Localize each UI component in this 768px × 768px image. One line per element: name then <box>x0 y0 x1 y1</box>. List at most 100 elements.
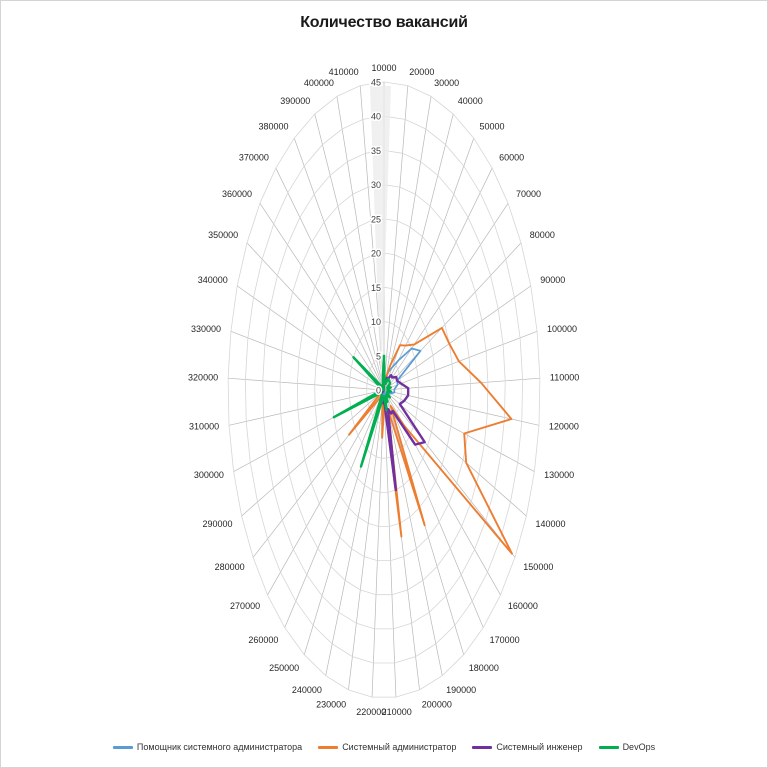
radial-tick-label: 45 <box>371 78 381 88</box>
category-label: 30000 <box>434 78 459 88</box>
category-label: 310000 <box>189 422 219 432</box>
legend-swatch-2 <box>318 745 339 749</box>
grid-spoke <box>383 167 493 391</box>
grid-spoke <box>383 113 454 391</box>
radial-tick-label: 15 <box>371 283 381 293</box>
category-label: 120000 <box>549 422 579 432</box>
axis-shading <box>370 86 391 390</box>
legend-label-3: Системный инженер <box>496 742 583 752</box>
category-label: 260000 <box>248 635 278 645</box>
grid-spoke <box>241 389 385 517</box>
category-label: 370000 <box>239 152 269 162</box>
radial-tick-label: 0 <box>376 386 381 396</box>
grid-ring <box>227 81 541 698</box>
category-label: 340000 <box>198 275 228 285</box>
category-label: 70000 <box>516 189 541 199</box>
legend-item-2[interactable]: Системный администратор <box>318 742 456 752</box>
category-label: 390000 <box>280 96 310 106</box>
category-label: 220000 <box>356 707 386 717</box>
legend-item-4[interactable]: DevOps <box>598 742 656 752</box>
grid-spoke <box>383 331 538 391</box>
grid-spoke <box>275 167 385 391</box>
grid-spoke <box>348 389 385 690</box>
category-label: 100000 <box>547 324 577 334</box>
radial-tick-label: 5 <box>376 351 381 361</box>
category-label: 410000 <box>329 67 359 77</box>
grid-spoke <box>383 85 409 391</box>
radial-tick-label: 25 <box>371 214 381 224</box>
category-label: 40000 <box>458 96 483 106</box>
grid-spoke <box>293 137 385 391</box>
legend-swatch-1 <box>112 745 133 749</box>
category-label: 160000 <box>508 601 538 611</box>
category-label: 210000 <box>382 707 412 717</box>
grid-spoke <box>383 389 535 472</box>
grid-ring <box>296 218 472 561</box>
category-label: 180000 <box>469 663 499 673</box>
grid-spoke <box>314 113 385 391</box>
category-label: 130000 <box>544 470 574 480</box>
legend-swatch-4 <box>598 745 619 749</box>
category-label: 250000 <box>269 663 299 673</box>
series-line-4[interactable] <box>332 354 393 468</box>
grid-spoke <box>383 203 509 391</box>
radial-tick-label: 40 <box>371 112 381 122</box>
grid-spoke <box>383 285 532 391</box>
grid-ring <box>262 149 506 630</box>
grid-ring <box>331 286 437 493</box>
grid-spoke <box>228 377 385 391</box>
grid-spoke <box>230 331 385 391</box>
category-label: 50000 <box>480 121 505 131</box>
grid-spoke <box>383 377 540 391</box>
category-label: 360000 <box>222 189 252 199</box>
grid-ring <box>314 252 454 527</box>
category-label: 10000 <box>371 63 396 73</box>
legend-item-3[interactable]: Системный инженер <box>472 742 583 752</box>
chart-legend: Помощник системного администратора Систем… <box>0 742 768 752</box>
grid-spoke <box>228 389 385 426</box>
grid-spoke <box>325 389 385 676</box>
category-label: 110000 <box>550 373 579 383</box>
category-label: 350000 <box>208 230 238 240</box>
category-label: 90000 <box>540 275 565 285</box>
grid-spoke <box>267 389 385 596</box>
grid-spoke <box>371 389 385 698</box>
grid-spoke <box>383 389 397 698</box>
grid-spoke <box>383 389 527 517</box>
grid-spoke <box>383 389 443 676</box>
grid-ring <box>348 321 420 459</box>
grid-spoke <box>383 96 432 391</box>
category-label: 330000 <box>191 324 221 334</box>
grid-spoke <box>284 389 385 628</box>
category-label: 300000 <box>194 470 224 480</box>
category-label: 290000 <box>202 519 232 529</box>
category-label: 60000 <box>499 152 524 162</box>
category-label: 150000 <box>523 562 553 572</box>
grid-spoke <box>383 389 484 628</box>
category-label: 20000 <box>409 67 434 77</box>
category-label: 400000 <box>304 78 334 88</box>
category-label: 170000 <box>490 635 520 645</box>
grid-ring <box>279 184 489 596</box>
legend-swatch-3 <box>472 745 493 749</box>
category-label: 280000 <box>215 562 245 572</box>
grid-spoke <box>383 389 540 426</box>
category-label: 380000 <box>258 121 288 131</box>
radial-tick-label: 20 <box>371 249 381 259</box>
category-label: 230000 <box>316 700 346 710</box>
radial-tick-label: 30 <box>371 180 381 190</box>
grid-spoke <box>383 389 516 558</box>
grid-spoke <box>336 96 385 391</box>
radial-tick-label: 10 <box>371 317 381 327</box>
radial-tick-label: 35 <box>371 146 381 156</box>
category-label: 80000 <box>530 230 555 240</box>
category-label: 200000 <box>422 700 452 710</box>
grid-spoke <box>383 242 522 391</box>
legend-label-4: DevOps <box>622 742 656 752</box>
legend-label-2: Системный администратор <box>342 742 457 752</box>
legend-item-1[interactable]: Помощник системного администратора <box>112 742 302 752</box>
grid-spoke <box>236 285 385 391</box>
category-label: 140000 <box>536 519 566 529</box>
category-label: 270000 <box>230 601 260 611</box>
